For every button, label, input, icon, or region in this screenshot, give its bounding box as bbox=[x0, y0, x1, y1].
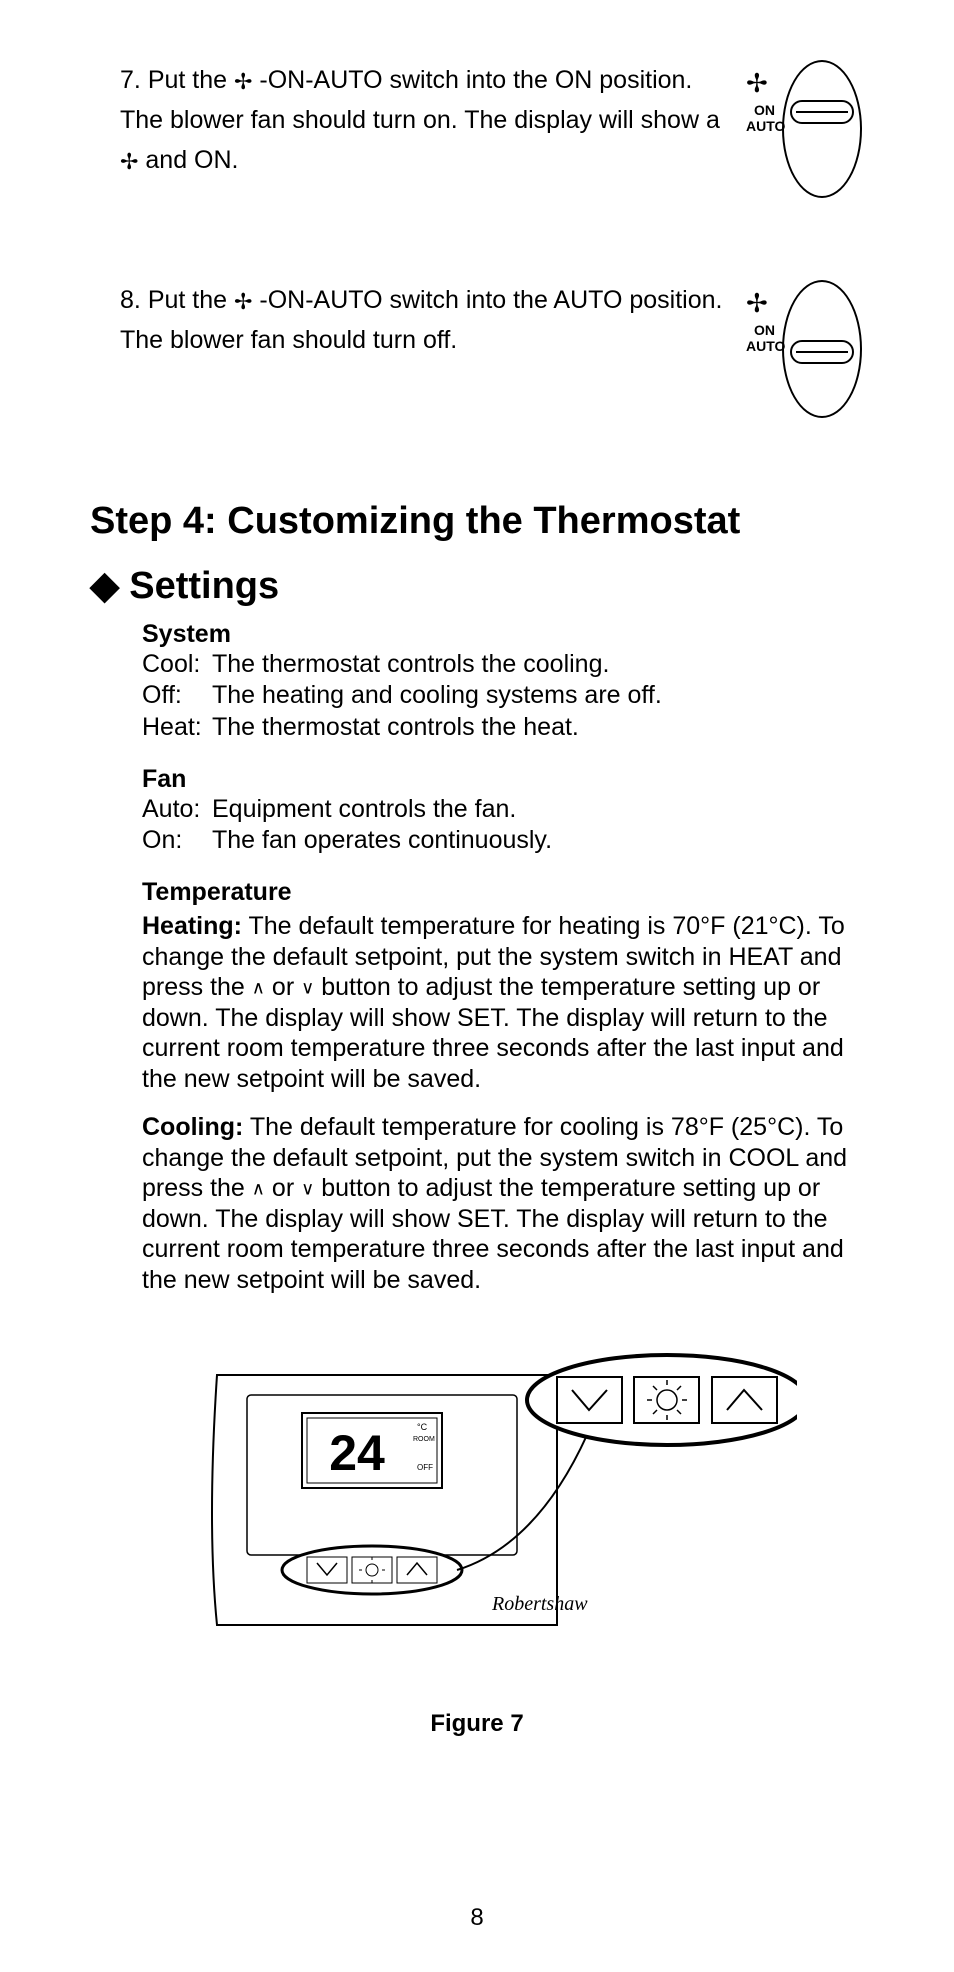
caret-up-icon: ∧ bbox=[252, 1179, 265, 1199]
def-key: Heat: bbox=[142, 712, 212, 743]
temperature-label: Temperature bbox=[142, 878, 864, 907]
step-8-part1: Put the bbox=[148, 286, 234, 314]
fan-row-auto: Auto: Equipment controls the fan. bbox=[142, 794, 864, 825]
fan-icon: ✢ bbox=[746, 288, 768, 319]
caret-down-icon: ∨ bbox=[301, 1179, 314, 1199]
page-number: 8 bbox=[0, 1904, 954, 1932]
def-key: Cool: bbox=[142, 649, 212, 680]
system-label: System bbox=[142, 620, 864, 649]
def-key: Auto: bbox=[142, 794, 212, 825]
fan-icon: ✢ bbox=[746, 68, 768, 99]
switch-label-auto: AUTO bbox=[746, 118, 785, 134]
heating-mid: or bbox=[265, 973, 301, 1001]
switch-label-auto: AUTO bbox=[746, 338, 785, 354]
caret-up-icon: ∧ bbox=[252, 978, 265, 998]
def-val: The thermostat controls the heat. bbox=[212, 712, 864, 743]
step-7-part3: and ON. bbox=[138, 146, 238, 174]
system-row-cool: Cool: The thermostat controls the coolin… bbox=[142, 649, 864, 680]
fan-icon: ✢ bbox=[120, 149, 138, 174]
display-unit: °C bbox=[417, 1422, 428, 1432]
step-title: Step 4: Customizing the Thermostat bbox=[90, 500, 864, 543]
system-row-heat: Heat: The thermostat controls the heat. bbox=[142, 712, 864, 743]
brand-label: Robertshaw bbox=[491, 1593, 588, 1615]
system-row-off: Off: The heating and cooling systems are… bbox=[142, 680, 864, 711]
thermostat-diagram: 24 °C ROOM OFF Robertshaw bbox=[157, 1345, 797, 1675]
step-8-text: 8. Put the ✢ -ON-AUTO switch into the AU… bbox=[120, 280, 744, 360]
fan-icon: ✢ bbox=[234, 69, 252, 94]
fan-label: Fan bbox=[142, 765, 864, 794]
display-value: 24 bbox=[329, 1425, 385, 1481]
def-val: The fan operates continuously. bbox=[212, 825, 864, 856]
step-7-num: 7. bbox=[120, 66, 141, 94]
def-val: Equipment controls the fan. bbox=[212, 794, 864, 825]
def-key: Off: bbox=[142, 680, 212, 711]
cooling-mid: or bbox=[265, 1174, 301, 1202]
cooling-paragraph: Cooling: The default temperature for coo… bbox=[142, 1112, 864, 1295]
step-7-part1: Put the bbox=[148, 66, 234, 94]
step-item-8: 8. Put the ✢ -ON-AUTO switch into the AU… bbox=[120, 280, 864, 420]
caret-down-icon: ∨ bbox=[301, 978, 314, 998]
figure-label: Figure 7 bbox=[90, 1710, 864, 1738]
settings-block: System Cool: The thermostat controls the… bbox=[142, 620, 864, 1295]
step-7-text: 7. Put the ✢ -ON-AUTO switch into the ON… bbox=[120, 60, 744, 180]
switch-oval bbox=[782, 60, 862, 198]
switch-label-on: ON bbox=[754, 102, 775, 118]
step-list: 7. Put the ✢ -ON-AUTO switch into the ON… bbox=[120, 60, 864, 420]
step-8-num: 8. bbox=[120, 286, 141, 314]
display-room: ROOM bbox=[413, 1436, 435, 1443]
switch-slider bbox=[790, 100, 854, 124]
display-off: OFF bbox=[417, 1463, 433, 1472]
cooling-bold: Cooling: bbox=[142, 1113, 243, 1141]
def-key: On: bbox=[142, 825, 212, 856]
heating-paragraph: Heating: The default temperature for hea… bbox=[142, 911, 864, 1094]
fan-row-on: On: The fan operates continuously. bbox=[142, 825, 864, 856]
settings-heading: Settings bbox=[90, 563, 864, 608]
switch-diagram-on: ✢ ON AUTO bbox=[744, 60, 864, 200]
switch-slider bbox=[790, 340, 854, 364]
switch-diagram-auto: ✢ ON AUTO bbox=[744, 280, 864, 420]
heating-bold: Heating: bbox=[142, 912, 242, 940]
def-val: The thermostat controls the cooling. bbox=[212, 649, 864, 680]
step-item-7: 7. Put the ✢ -ON-AUTO switch into the ON… bbox=[120, 60, 864, 200]
def-val: The heating and cooling systems are off. bbox=[212, 680, 864, 711]
fan-icon: ✢ bbox=[234, 289, 252, 314]
figure-7: 24 °C ROOM OFF Robertshaw bbox=[90, 1345, 864, 1738]
switch-label-on: ON bbox=[754, 322, 775, 338]
